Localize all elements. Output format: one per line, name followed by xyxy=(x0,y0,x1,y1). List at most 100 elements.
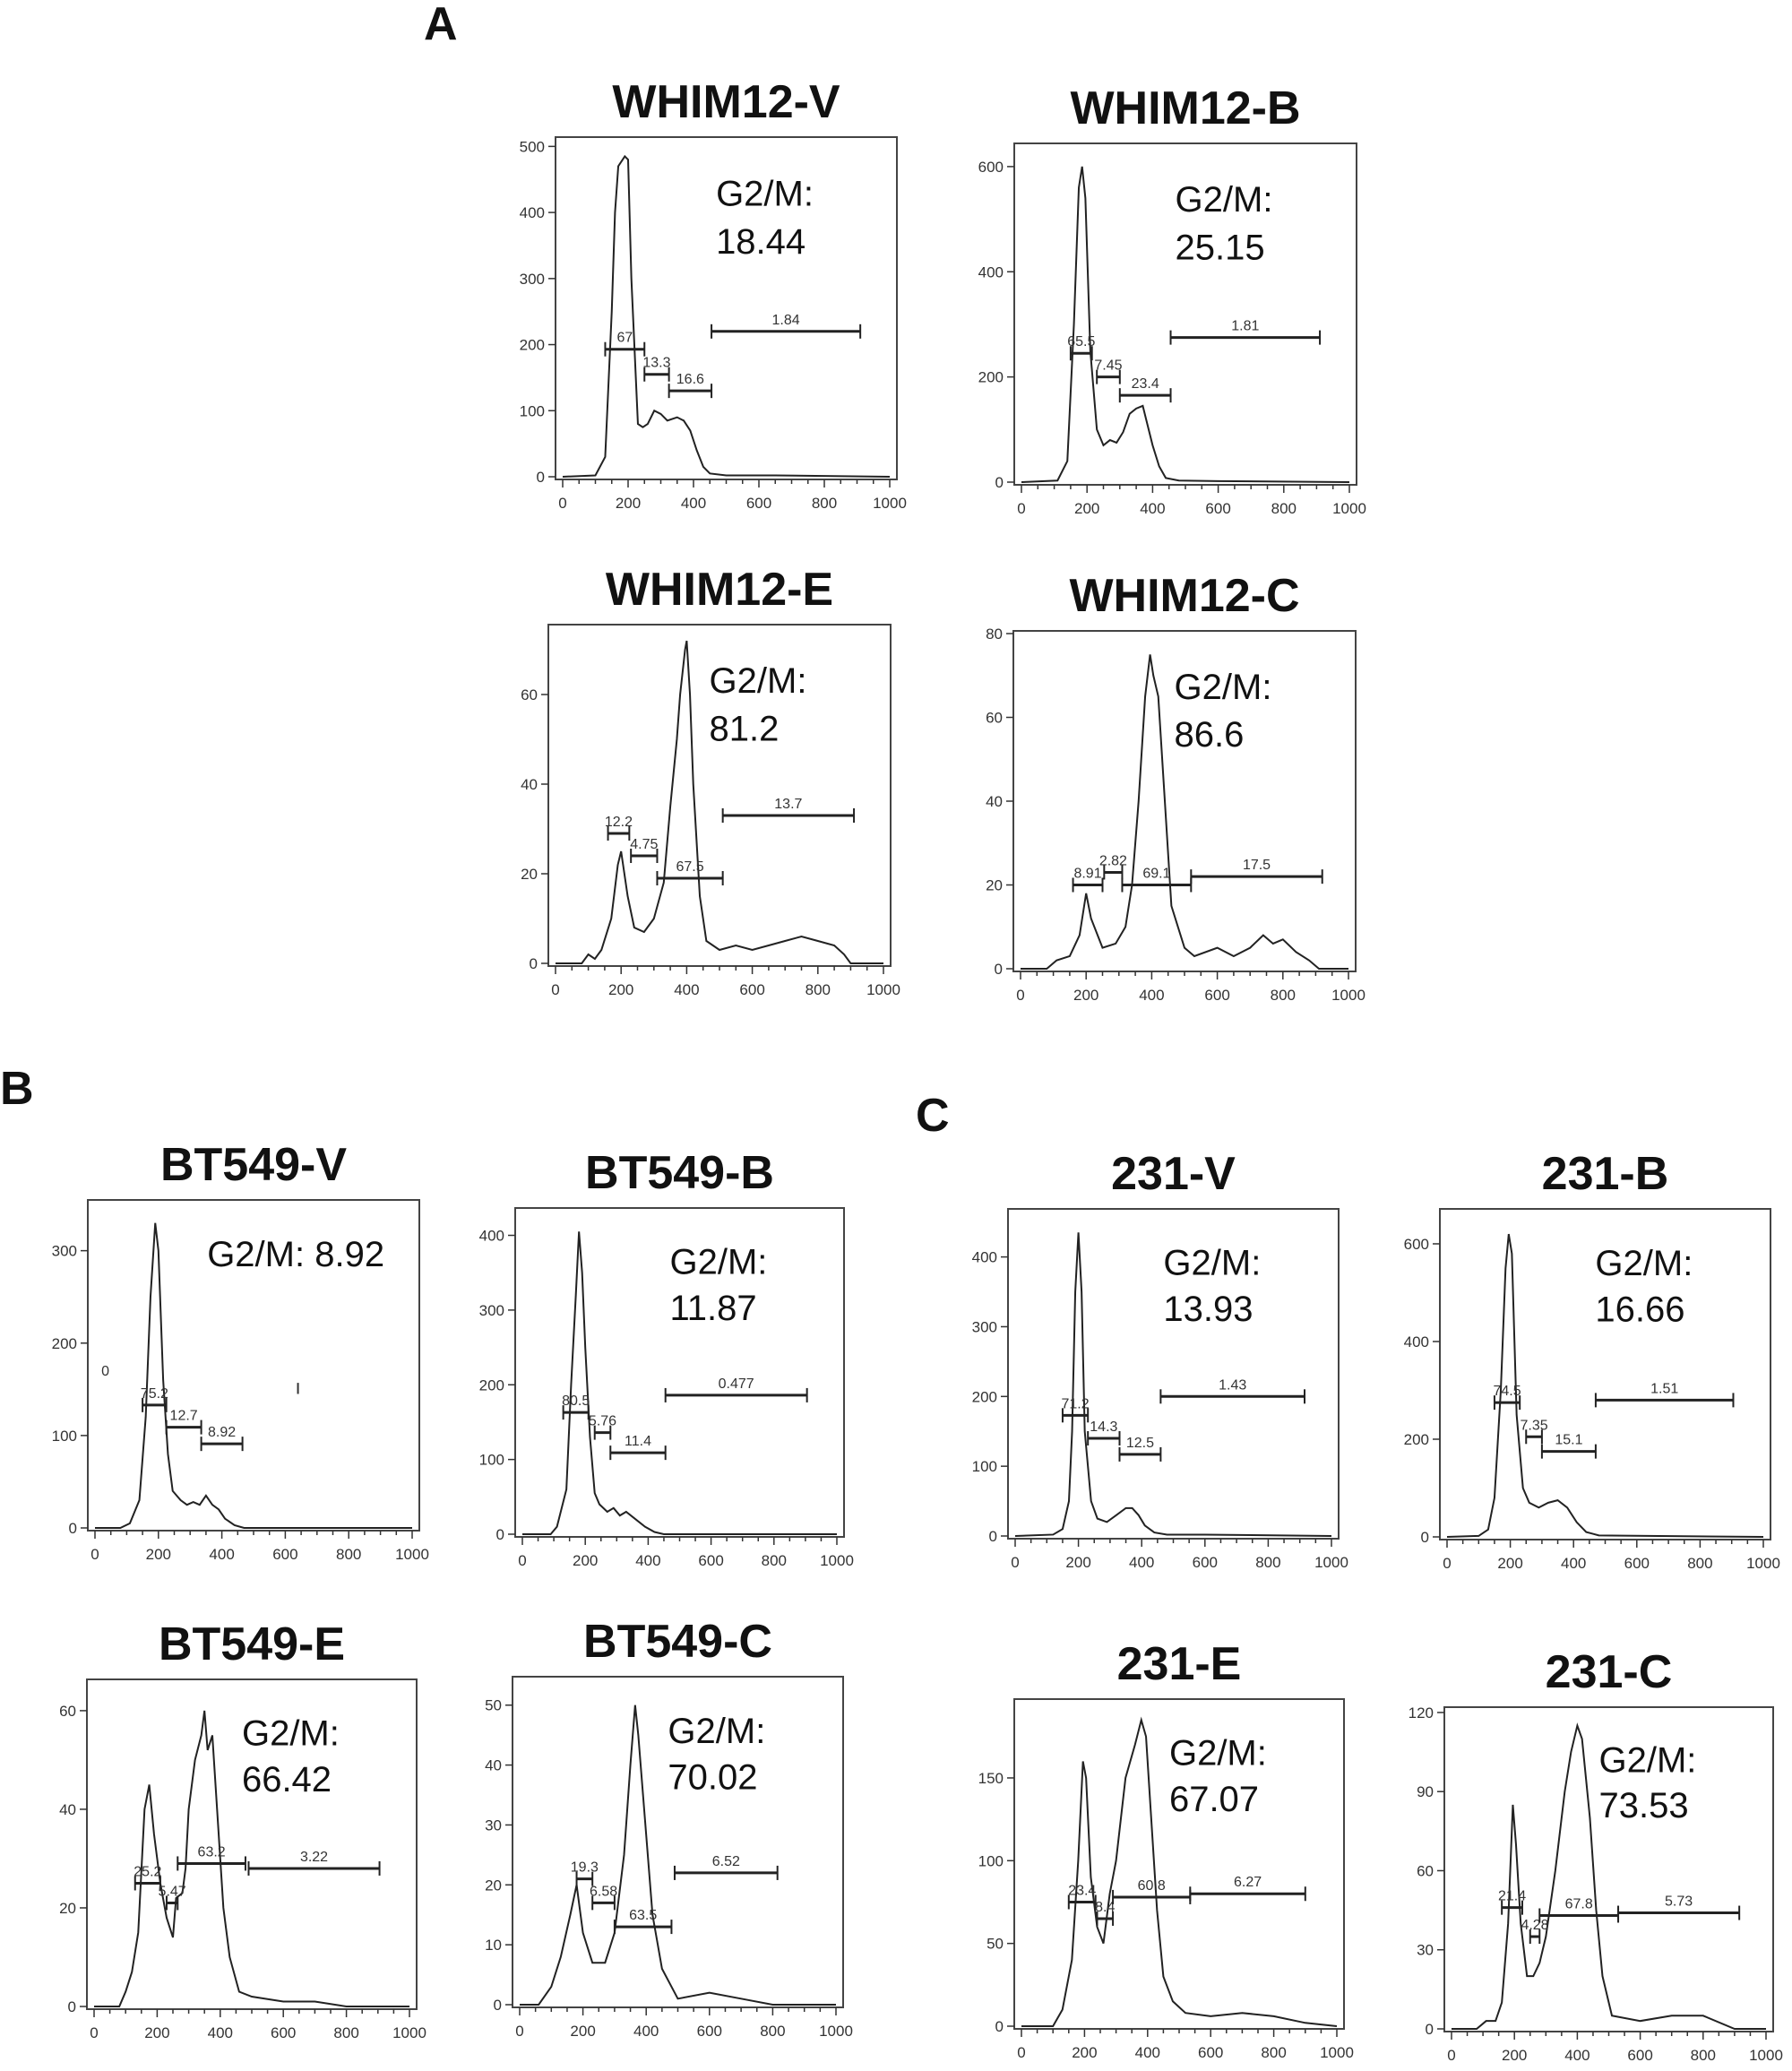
gate-label: 1.43 xyxy=(1219,1377,1246,1393)
x-tick-label: 600 xyxy=(739,981,764,998)
gate: 67 xyxy=(604,331,646,357)
x-tick-label: 200 xyxy=(146,1546,171,1563)
panel-title: WHIM12-V xyxy=(612,76,840,128)
g2m-annotation: G2/M: xyxy=(242,1714,340,1754)
gate: 13.7 xyxy=(721,797,856,823)
x-tick-label: 800 xyxy=(760,2023,785,2040)
x-tick-label: 200 xyxy=(608,981,633,998)
y-tick-label: 40 xyxy=(521,776,538,793)
gate-label: 4.28 xyxy=(1521,1918,1548,1933)
x-tick-label: 1000 xyxy=(1746,1555,1780,1572)
gate-label: 69.1 xyxy=(1142,867,1170,882)
panel-title: BT549-C xyxy=(583,1616,772,1668)
g2m-annotation: G2/M: xyxy=(1169,1734,1267,1773)
x-tick-label: 400 xyxy=(681,495,706,512)
gate: 8.4 xyxy=(1095,1900,1115,1926)
histogram-curve xyxy=(1452,1722,1766,2030)
gate-label: 1.51 xyxy=(1650,1381,1678,1396)
y-tick-label: 400 xyxy=(972,1249,997,1266)
x-tick-label: 200 xyxy=(1065,1554,1090,1571)
histogram-panel: 231-V0 200 400 600 800 1000010020030040071.21… xyxy=(972,1148,1348,1571)
x-tick-label: 600 xyxy=(697,2023,722,2040)
y-tick-label: 40 xyxy=(59,1801,76,1818)
gate: 63.5 xyxy=(613,1908,673,1935)
y-tick-label: 30 xyxy=(1417,1942,1434,1959)
y-tick-label: 150 xyxy=(978,1770,1004,1787)
gate-label: 12.2 xyxy=(605,815,633,830)
histogram-curve xyxy=(1021,1716,1338,2027)
y-tick-label: 0 xyxy=(69,1520,77,1537)
histogram-panel: WHIM12-C 0 200 400 600 800 1000 0 20 40 60 80 8.912.… xyxy=(986,570,1366,1004)
y-tick-label: 0 xyxy=(537,469,545,486)
gate-label: 67 xyxy=(616,331,633,346)
x-tick-label: 800 xyxy=(1687,1555,1712,1572)
g2m-annotation: 11.87 xyxy=(669,1289,756,1328)
gate-label: 25.2 xyxy=(134,1864,161,1879)
x-tick-label: 400 xyxy=(1561,1555,1586,1572)
x-tick-label: 1000 xyxy=(395,1546,429,1563)
x-tick-label: 1000 xyxy=(1332,500,1366,517)
gate: 23.4 xyxy=(1067,1883,1097,1910)
gate-label: 1.81 xyxy=(1231,319,1259,334)
gate-label: 15.1 xyxy=(1555,1433,1582,1448)
y-tick-label: 0 xyxy=(1421,1529,1429,1546)
g2m-annotation: G2/M: xyxy=(716,174,814,213)
gate: 12.7 xyxy=(165,1409,202,1435)
y-tick-label: 40 xyxy=(986,793,1003,810)
x-tick-label: 400 xyxy=(635,1552,660,1569)
gate: 5.47 xyxy=(159,1884,186,1911)
gate-label: 65.5 xyxy=(1067,334,1095,349)
gate: 6.58 xyxy=(590,1884,617,1911)
gate: 8.91 xyxy=(1072,867,1104,893)
gate: 4.28 xyxy=(1521,1918,1549,1945)
y-tick-label: 200 xyxy=(978,369,1004,386)
y-tick-label: 400 xyxy=(1404,1333,1429,1350)
stray-label: 0 xyxy=(101,1364,109,1379)
gate-label: 21.4 xyxy=(1498,1889,1526,1904)
y-tick-label: 200 xyxy=(520,337,545,354)
y-tick-label: 300 xyxy=(520,271,545,288)
gate-label: 12.5 xyxy=(1126,1436,1154,1451)
x-tick-label: 800 xyxy=(1255,1554,1280,1571)
g2m-annotation: G2/M: xyxy=(1163,1244,1261,1283)
gate: 5.73 xyxy=(1617,1894,1741,1920)
gate-label: 0.477 xyxy=(719,1376,754,1392)
histogram-panel: BT549-B 0 200 400 600 800 1000 0 100 200 300 400 80.… xyxy=(479,1147,854,1569)
y-tick-label: 0 xyxy=(989,1528,997,1545)
x-tick-label: 200 xyxy=(1072,2044,1097,2061)
x-tick-label: 200 xyxy=(573,1552,598,1569)
y-tick-label: 60 xyxy=(521,686,538,703)
g2m-annotation: 16.66 xyxy=(1595,1290,1684,1329)
gate: 75.2 xyxy=(141,1386,168,1412)
panel-title: 231-B xyxy=(1542,1148,1669,1200)
panel-letter-c: C xyxy=(916,1090,950,1142)
x-tick-label: 0 xyxy=(1443,1555,1451,1572)
y-tick-label: 50 xyxy=(986,1936,1004,1953)
x-tick-label: 800 xyxy=(1691,2047,1716,2064)
histogram-panel: WHIM12-E 0 200 400 600 800 1000 0 20 40 60 12.2 4.75… xyxy=(521,564,900,998)
x-tick-label: 800 xyxy=(812,495,837,512)
panel-title: 231-V xyxy=(1111,1148,1236,1200)
gate-label: 67.8 xyxy=(1565,1896,1593,1911)
x-tick-label: 200 xyxy=(1497,1555,1522,1572)
histogram-curve xyxy=(1021,166,1350,483)
gate-label: 6.58 xyxy=(590,1884,617,1899)
gate-label: 7.45 xyxy=(1094,358,1122,374)
x-tick-label: 800 xyxy=(336,1546,361,1563)
x-tick-label: 1000 xyxy=(866,981,900,998)
histogram-panel: WHIM12-B 0 200 400 600 800 1000 0 200 400 600 65.5 7… xyxy=(978,82,1366,517)
g2m-annotation: 18.44 xyxy=(716,222,806,262)
y-tick-label: 10 xyxy=(485,1937,502,1954)
gate: 65.5 xyxy=(1067,334,1095,361)
x-tick-label: 0 xyxy=(90,1546,99,1563)
histogram-panel: BT549-V 0 200 400 600 800 1000 0 100 200 300 75.212… xyxy=(52,1139,429,1563)
x-tick-label: 1000 xyxy=(392,2024,426,2041)
gate: 1.81 xyxy=(1169,319,1322,345)
x-tick-label: 200 xyxy=(1074,500,1099,517)
gate: 12.2 xyxy=(605,815,633,841)
g2m-annotation: G2/M: xyxy=(1598,1740,1696,1780)
gate: 7.45 xyxy=(1094,358,1123,384)
gate: 15.1 xyxy=(1540,1433,1597,1459)
gate-label: 12.7 xyxy=(170,1409,198,1424)
x-tick-label: 200 xyxy=(616,495,641,512)
